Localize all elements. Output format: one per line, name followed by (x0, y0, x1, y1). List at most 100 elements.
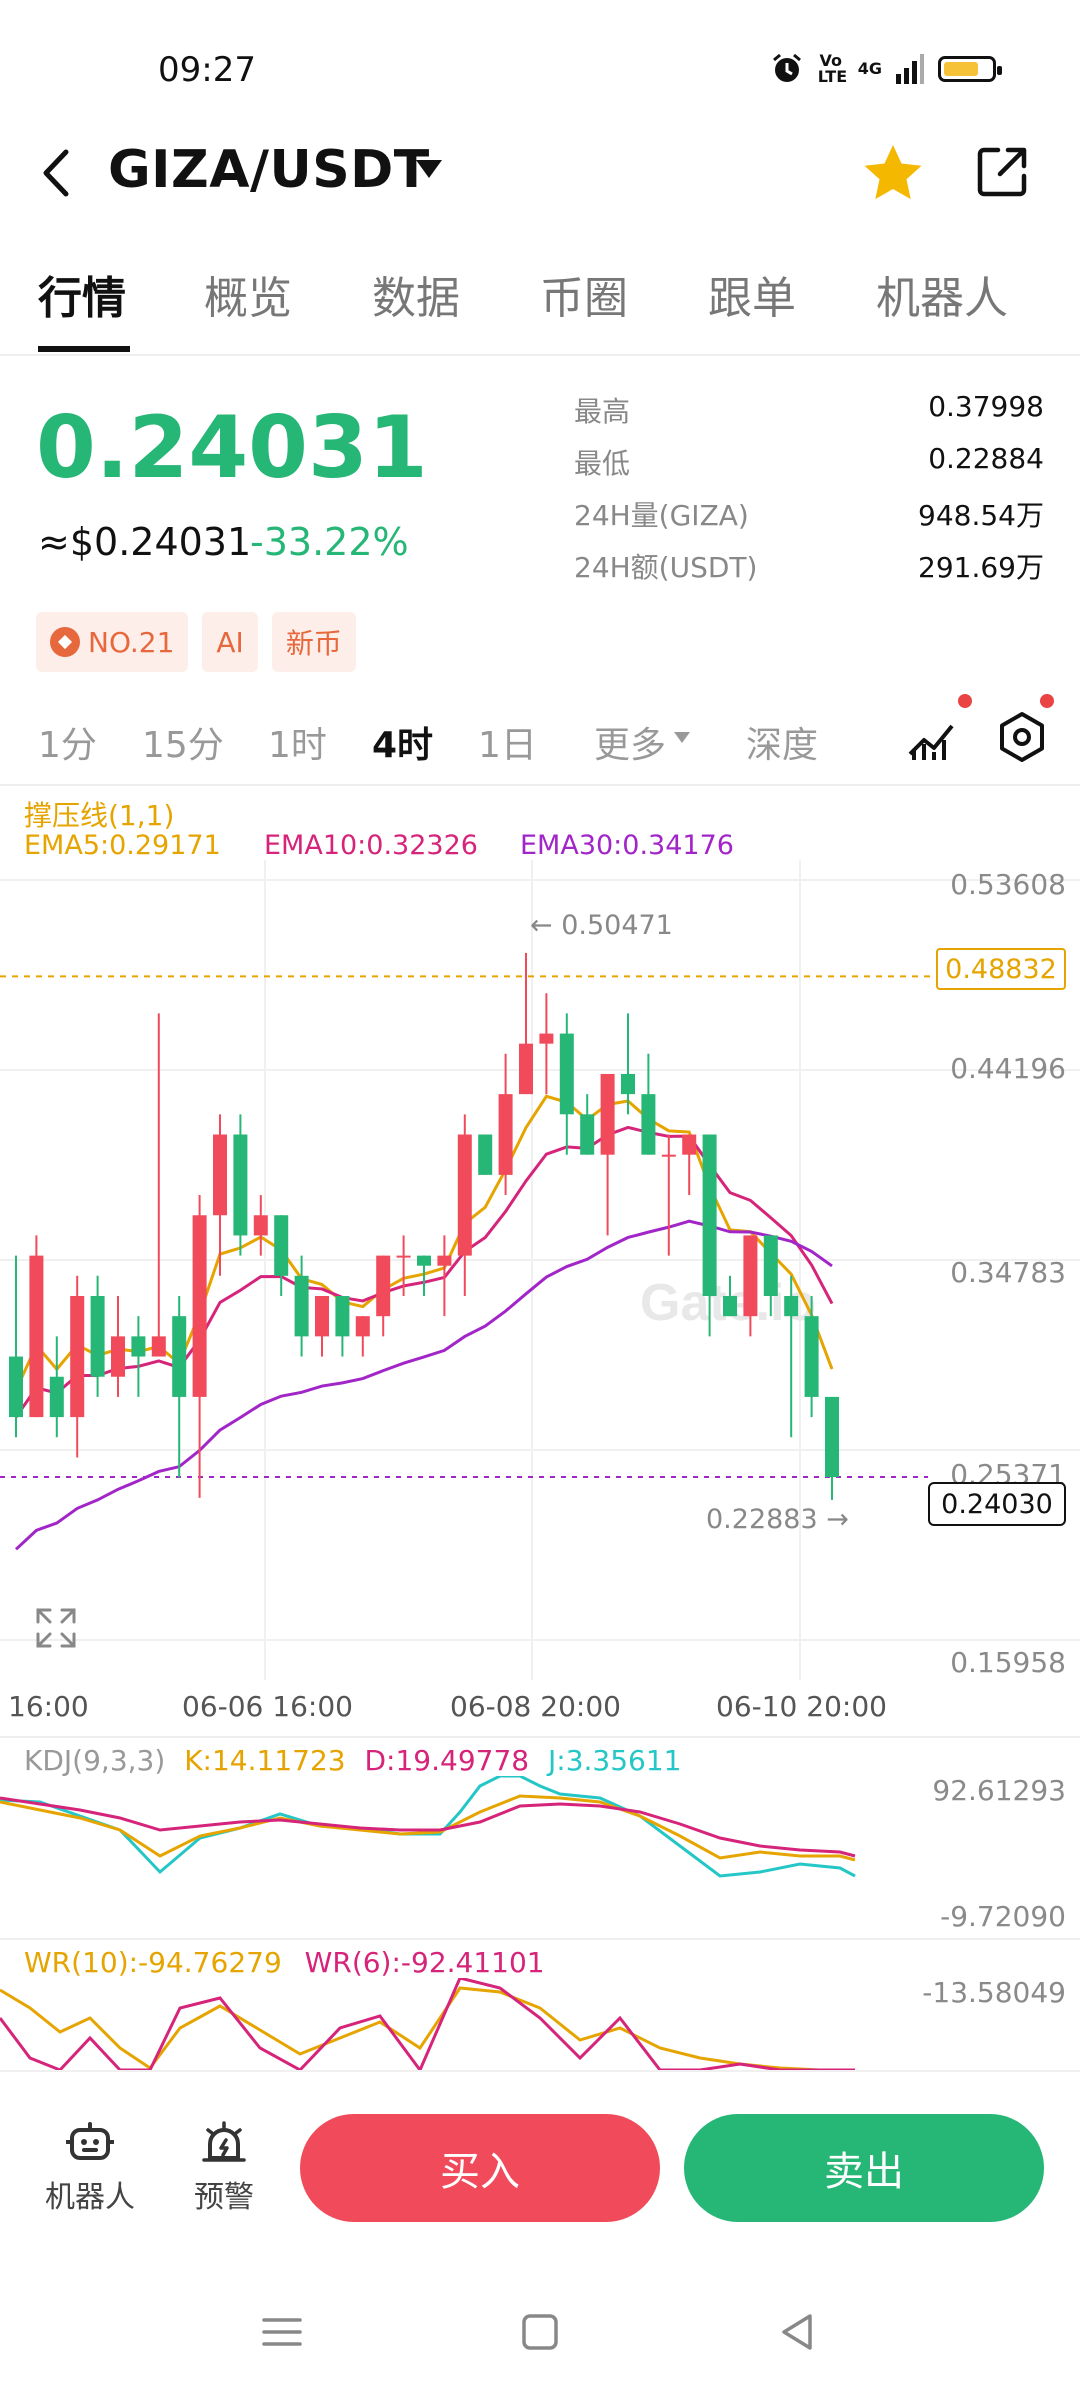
buy-button[interactable]: 买入 (300, 2114, 660, 2222)
y-axis-label: 0.44196 (950, 1052, 1066, 1085)
ema30-line (14, 1219, 833, 1551)
notification-dot (1040, 694, 1054, 708)
wr-chart (0, 1978, 855, 2070)
candle-body (702, 1134, 717, 1296)
kdj-d: D:19.49778 (364, 1744, 530, 1777)
high-marker-label: ← 0.50471 (530, 910, 673, 941)
change-percent: -33.22% (250, 520, 409, 564)
tab-data[interactable]: 数据 (372, 273, 460, 324)
price-stats: 最高 0.37998 最低 0.22884 24H量(GIZA) 948.54万 24… (574, 390, 1044, 598)
back-nav-icon[interactable] (776, 2310, 820, 2354)
home-nav-icon[interactable] (518, 2310, 562, 2354)
wr-y-max: -13.58049 (922, 1976, 1066, 2009)
candle-body (233, 1134, 248, 1236)
candle-body (274, 1215, 289, 1276)
divider (0, 2070, 1080, 2072)
timeframe-4h[interactable]: 4时 (372, 725, 434, 766)
main-tabs: 行情 概览 数据 币圈 跟单 机器人 (0, 262, 1080, 354)
candle-body (192, 1215, 207, 1397)
wr10-label: WR(10):-94.76279 (24, 1946, 282, 1979)
tab-community[interactable]: 币圈 (540, 273, 628, 324)
kdj-k: K:14.11723 (184, 1744, 346, 1777)
favorite-star-icon[interactable] (862, 142, 924, 202)
stat-label: 最低 (574, 447, 631, 480)
candlestick-chart[interactable]: Gate.io (0, 860, 1080, 1680)
kdj-label: KDJ(9,3,3) (24, 1744, 166, 1777)
divider (0, 1736, 1080, 1738)
resistance-price-tag: 0.48832 (936, 948, 1066, 990)
stat-value: 0.37998 (928, 390, 1044, 423)
settings-icon[interactable] (996, 710, 1048, 764)
alert-button[interactable]: 预警 (164, 2120, 284, 2216)
alert-icon (202, 2121, 246, 2162)
candle-body (376, 1255, 391, 1317)
candle-body (641, 1094, 656, 1155)
robot-icon (66, 2122, 114, 2160)
candle-body (804, 1316, 819, 1397)
depth-tab[interactable]: 深度 (746, 725, 819, 766)
candle-body (723, 1295, 737, 1317)
candle-body (498, 1094, 513, 1175)
x-axis-label: 06-10 20:00 (716, 1690, 887, 1723)
back-icon[interactable] (36, 148, 76, 198)
stat-row-volume: 24H量(GIZA) 948.54万 (574, 494, 1044, 546)
candle-body (478, 1134, 493, 1175)
candle-body (457, 1134, 472, 1256)
candle-body (90, 1295, 105, 1377)
status-icons: Vo LTE 4G (770, 51, 1002, 86)
stat-value: 948.54万 (918, 499, 1044, 532)
candle-body (417, 1255, 431, 1266)
pair-dropdown-caret-icon[interactable] (416, 160, 442, 178)
pair-title[interactable]: GIZA/USDT (108, 140, 430, 200)
tab-copy-trade[interactable]: 跟单 (708, 273, 796, 324)
candle-body (111, 1336, 125, 1377)
candle-body (294, 1275, 309, 1337)
share-icon[interactable] (974, 144, 1030, 200)
ema5-legend: EMA5:0.29171 (24, 830, 221, 861)
sell-button[interactable]: 卖出 (684, 2114, 1044, 2222)
candle-body (172, 1316, 187, 1397)
tab-market[interactable]: 行情 (38, 273, 126, 324)
stat-row-high: 最高 0.37998 (574, 390, 1044, 442)
stat-label: 最高 (574, 395, 631, 428)
notification-dot (958, 694, 972, 708)
candle-body (335, 1295, 350, 1337)
volte-icon: Vo LTE (817, 51, 848, 86)
x-axis-label: 16:00 (8, 1690, 89, 1723)
rank-badge[interactable]: NO.21 (36, 612, 189, 672)
ema10-legend: EMA10:0.32326 (264, 830, 478, 861)
timeframe-1h[interactable]: 1时 (268, 725, 327, 766)
current-price-tag[interactable]: 0.24030 (928, 1482, 1066, 1526)
stat-row-low: 最低 0.22884 (574, 442, 1044, 494)
candle-body (559, 1033, 574, 1115)
more-caret-icon (674, 732, 690, 743)
indicator-icon[interactable] (906, 710, 960, 764)
candle-body (49, 1376, 64, 1418)
ai-badge[interactable]: AI (202, 612, 258, 672)
y-axis-label: 0.53608 (950, 868, 1066, 901)
tab-bot[interactable]: 机器人 (876, 273, 1008, 324)
candle-body (131, 1336, 146, 1357)
tab-overview[interactable]: 概览 (204, 273, 292, 324)
timeframe-1m[interactable]: 1分 (38, 725, 97, 766)
timeframe-15m[interactable]: 15分 (142, 725, 224, 766)
candle-body (9, 1356, 23, 1418)
kdj-y-min: -9.72090 (940, 1900, 1066, 1933)
divider (0, 354, 1080, 356)
y-axis-label: 0.34783 (950, 1256, 1066, 1289)
candle-body (743, 1235, 758, 1317)
candle-body (151, 1336, 166, 1357)
robot-label: 机器人 (45, 2180, 135, 2215)
kdj-k-line (0, 1794, 856, 1862)
fullscreen-expand-icon[interactable] (34, 1606, 78, 1650)
timeframe-1d[interactable]: 1日 (478, 725, 537, 766)
low-marker-label: 0.22883 → (706, 1504, 849, 1535)
active-tab-indicator (38, 346, 130, 352)
alert-label: 预警 (194, 2180, 254, 2215)
stat-row-amount: 24H额(USDT) 291.69万 (574, 546, 1044, 598)
robot-button[interactable]: 机器人 (30, 2120, 150, 2216)
new-coin-badge[interactable]: 新币 (271, 612, 356, 672)
menu-nav-icon[interactable] (260, 2310, 304, 2354)
stat-label: 24H量(GIZA) (574, 499, 749, 532)
timeframe-more[interactable]: 更多 (594, 725, 667, 766)
